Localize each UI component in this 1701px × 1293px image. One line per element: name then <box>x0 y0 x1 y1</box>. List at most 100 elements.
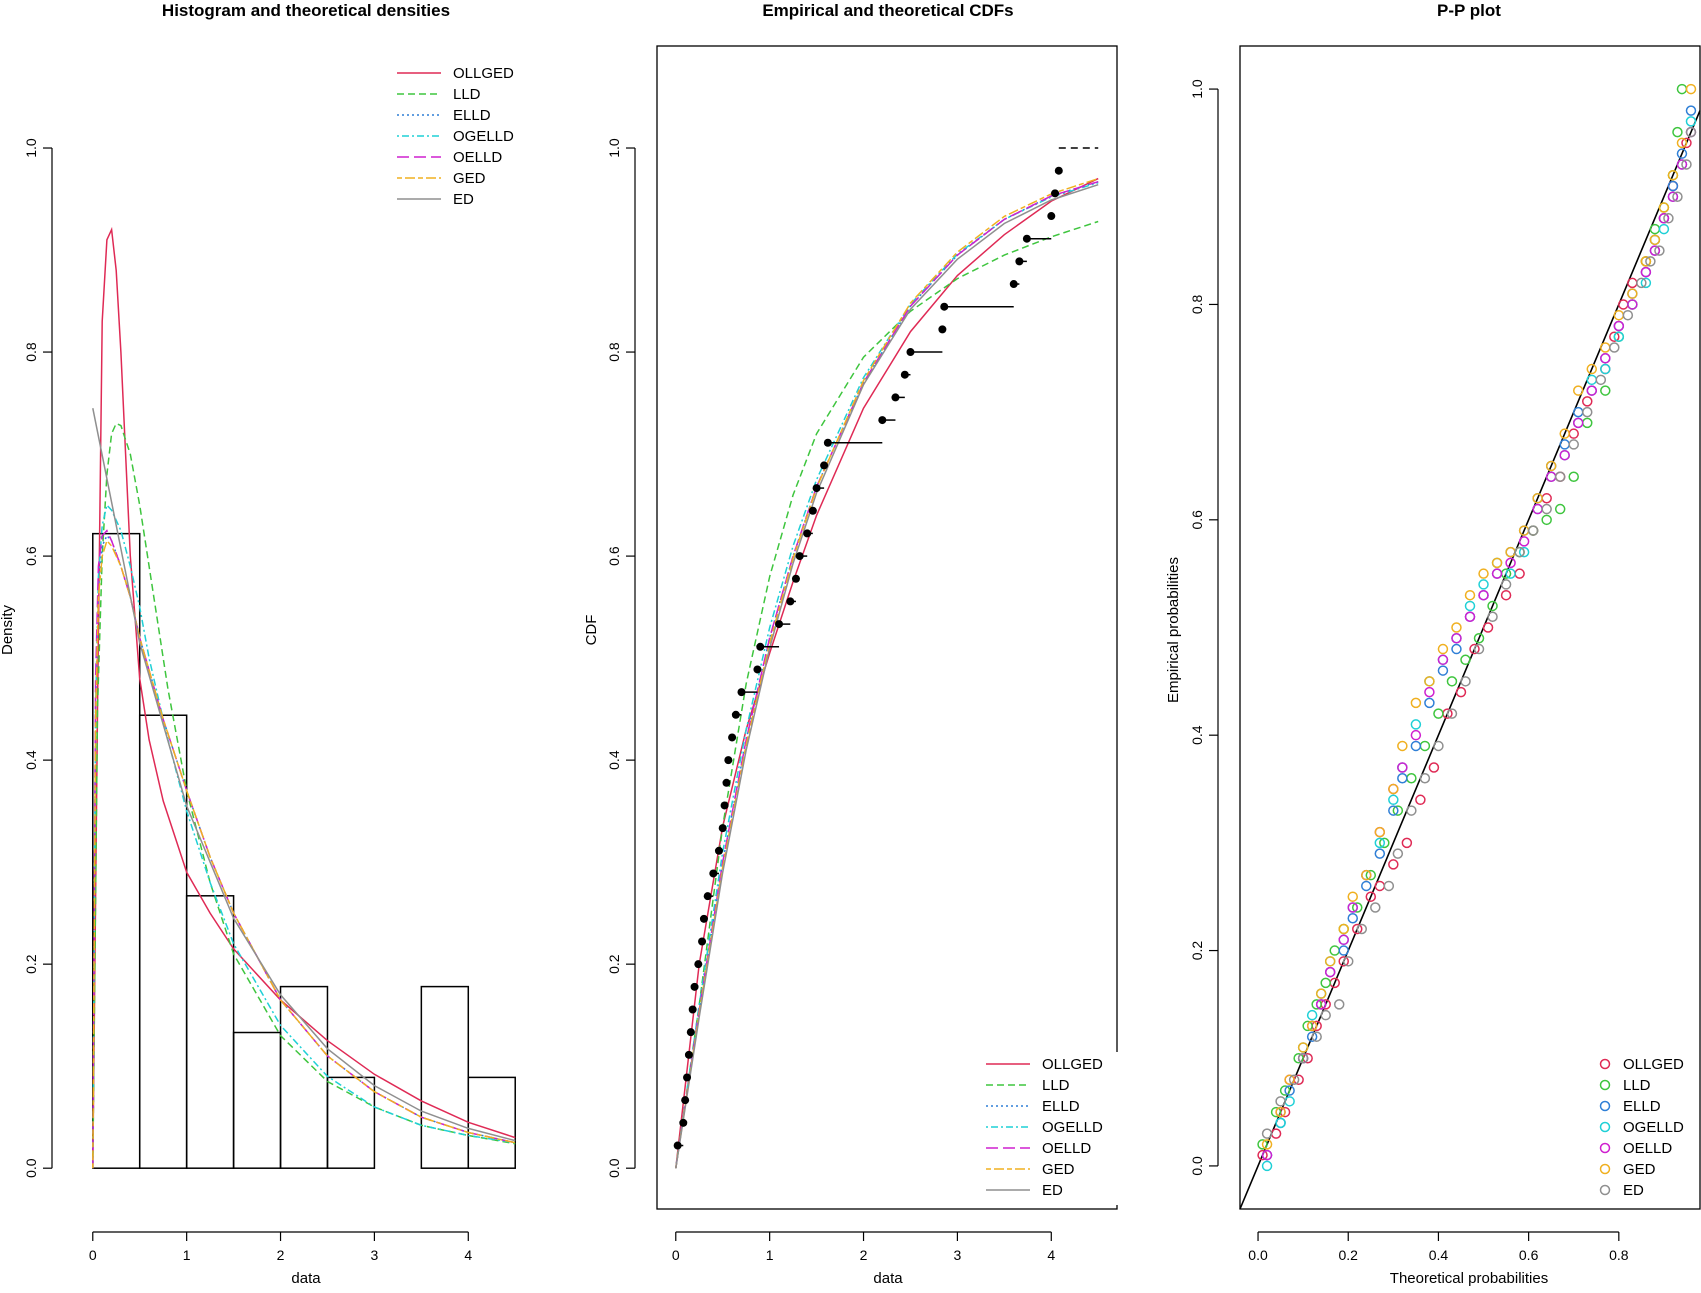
pp-point-ged <box>1505 546 1516 558</box>
ecdf-point <box>728 733 737 742</box>
pp-point-ged <box>1347 891 1358 902</box>
pp-point-oelld <box>1410 729 1422 741</box>
pp-point-ed <box>1311 1031 1322 1042</box>
ecdf-point <box>709 869 718 878</box>
pp-point-ollged <box>1514 568 1525 579</box>
pp-point-ged <box>1397 740 1408 752</box>
pp-point-elld <box>1361 880 1372 892</box>
pp-point-ed <box>1460 676 1471 687</box>
ecdf-point <box>686 1028 695 1037</box>
ecdf-point <box>731 710 740 719</box>
pp-point-ed <box>1636 277 1647 289</box>
pp-point-oelld <box>1613 320 1625 332</box>
pp-point-lld <box>1600 385 1611 396</box>
pp-point-ed <box>1333 999 1345 1010</box>
x-tick-label: 1 <box>183 1247 191 1263</box>
histogram-bar <box>185 895 235 1169</box>
pp-point-oelld <box>1586 385 1598 396</box>
y-tick-label: 0.6 <box>606 546 622 566</box>
legend-marker <box>1599 1100 1611 1112</box>
pp-point-lld <box>1379 837 1390 849</box>
pp-point-oelld <box>1338 934 1349 946</box>
ecdf-point <box>820 461 829 470</box>
pp-point-ged <box>1572 385 1584 396</box>
legend-label: OGELLD <box>1623 1119 1684 1136</box>
legend: OLLGED LLD ELLD OGELLD OELLD GED ED <box>397 65 514 208</box>
pp-point-ogelld <box>1275 1117 1286 1129</box>
x-tick-label: 2 <box>277 1247 285 1263</box>
pp-point-lld <box>1487 600 1498 612</box>
pp-point-oelld <box>1451 633 1462 644</box>
pp-point-ed <box>1320 1009 1331 1021</box>
pp-point-ollged <box>1627 277 1638 289</box>
legend-label: ELLD <box>453 107 491 124</box>
pp-point-ged <box>1261 1139 1273 1150</box>
series-line-oelld <box>92 529 516 1169</box>
pp-point-ogelld <box>1658 223 1670 235</box>
pp-point-ogelld <box>1600 363 1611 375</box>
pp-point-lld <box>1365 869 1377 881</box>
y-axis-label: Empirical probabilities <box>1165 557 1182 703</box>
series-line-ogelld <box>675 181 1099 1169</box>
pp-point-ed <box>1672 191 1683 203</box>
series-line-ged <box>92 539 516 1169</box>
pp-point-ogelld <box>1640 277 1652 289</box>
pp-point-ed <box>1392 848 1404 859</box>
pp-point-ogelld <box>1518 546 1530 558</box>
y-axis-label: Density <box>0 604 16 655</box>
pp-point-ged <box>1685 83 1697 95</box>
pp-point-ollged <box>1428 762 1440 773</box>
legend-label: LLD <box>1042 1077 1070 1094</box>
ecdf-point <box>878 416 887 425</box>
pp-point-elld <box>1685 105 1697 116</box>
pp-point-ollged <box>1681 137 1692 149</box>
pp-point-oelld <box>1315 999 1327 1010</box>
ecdf-point <box>684 1050 693 1059</box>
y-tick-label: 0.8 <box>23 342 39 362</box>
ecdf-point <box>714 846 723 855</box>
ecdf-point <box>673 1141 682 1150</box>
pp-point-ed <box>1383 880 1395 892</box>
x-axis-label: data <box>291 1270 321 1287</box>
x-tick-label: 0 <box>89 1247 97 1263</box>
histogram-bar <box>232 1031 282 1169</box>
ecdf-point <box>891 393 900 402</box>
x-tick-label: 0.8 <box>1609 1247 1629 1263</box>
pp-point-lld <box>1649 223 1661 235</box>
legend: OLLGED LLD ELLD OGELLD OELLD GED ED <box>976 1052 1196 1205</box>
legend-marker <box>1599 1142 1611 1154</box>
legend-label: OELLD <box>1623 1140 1672 1157</box>
pp-point-lld <box>1554 503 1566 515</box>
series-line-ged <box>675 177 1099 1169</box>
pp-point-oelld <box>1640 266 1652 278</box>
x-tick-label: 4 <box>464 1247 472 1263</box>
y-tick-label: 0.6 <box>23 546 39 566</box>
legend-label: OELLD <box>1042 1140 1091 1157</box>
legend-label: OGELLD <box>1042 1119 1103 1136</box>
pp-point-lld <box>1293 1052 1304 1064</box>
y-tick-label: 0.6 <box>1189 510 1205 530</box>
ecdf-point <box>940 302 949 311</box>
pp-point-lld <box>1329 945 1340 956</box>
y-tick-label: 0.2 <box>23 954 39 974</box>
pp-point-lld <box>1582 417 1593 429</box>
pp-point-ged <box>1627 288 1638 299</box>
pp-point-oelld <box>1505 557 1516 569</box>
series-line-ed <box>92 408 516 1142</box>
pp-point-ed <box>1568 439 1579 450</box>
ecdf-point <box>722 778 731 787</box>
legend-label: OELLD <box>453 149 502 166</box>
pp-point-lld <box>1392 805 1404 816</box>
pp-point-oelld <box>1437 654 1449 666</box>
pp-point-oelld <box>1676 159 1688 170</box>
pp-point-oelld <box>1397 762 1408 773</box>
legend-label: ED <box>1623 1182 1644 1199</box>
histogram-bar <box>420 985 470 1169</box>
pp-point-ged <box>1361 869 1372 881</box>
ecdf-point <box>1047 212 1056 221</box>
pp-point-lld <box>1257 1139 1268 1150</box>
pp-point-ged <box>1284 1074 1295 1086</box>
pp-point-elld <box>1338 945 1349 956</box>
pp-point-ged <box>1451 622 1462 633</box>
legend-label: GED <box>1623 1161 1656 1178</box>
